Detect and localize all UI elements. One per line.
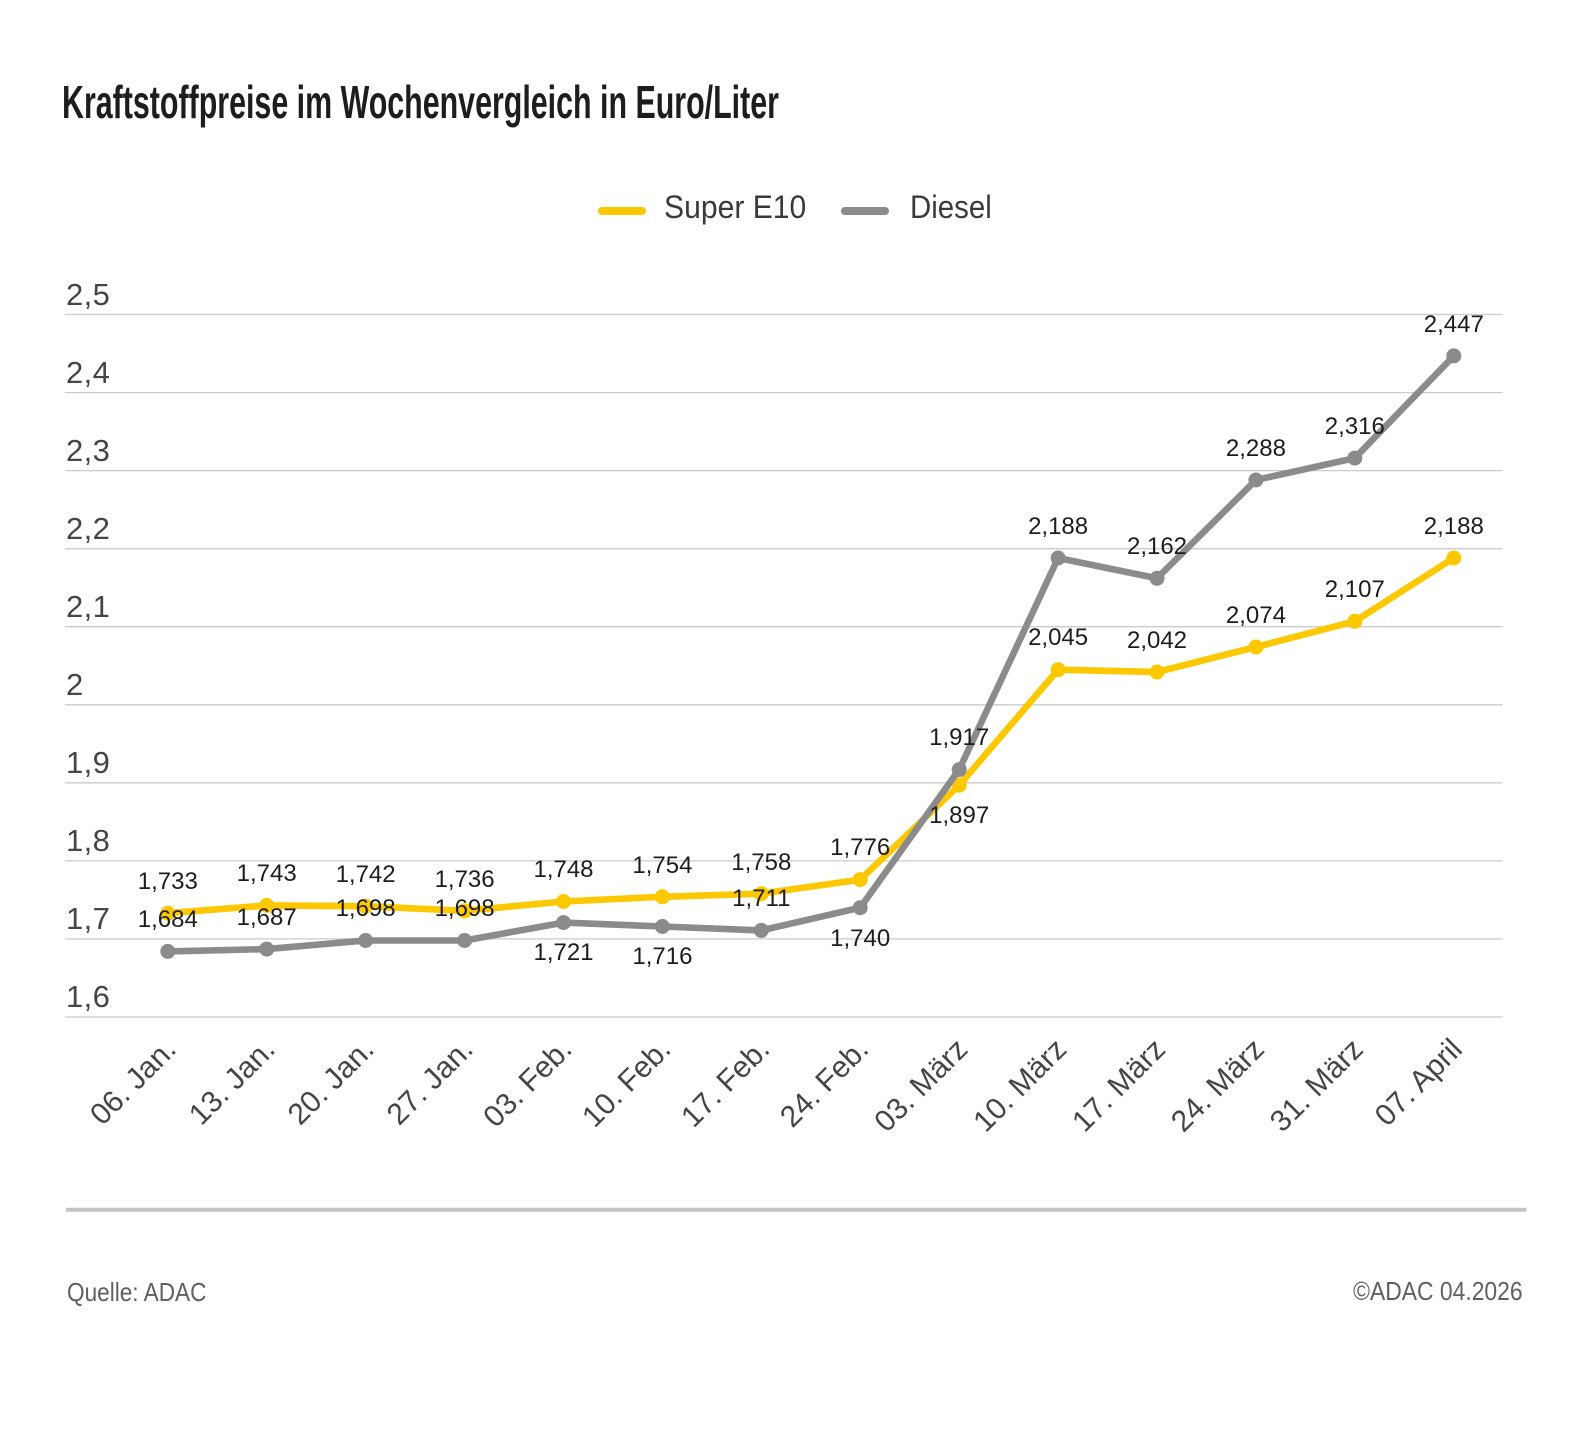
svg-text:03. Feb.: 03. Feb.: [477, 1033, 578, 1134]
svg-text:03. März: 03. März: [868, 1033, 974, 1139]
svg-text:06. Jan.: 06. Jan.: [84, 1033, 183, 1132]
svg-text:17. Feb.: 17. Feb.: [675, 1033, 776, 1134]
svg-text:24. Feb.: 24. Feb.: [774, 1033, 875, 1134]
svg-text:10. Feb.: 10. Feb.: [576, 1033, 677, 1134]
svg-text:17. März: 17. März: [1066, 1033, 1172, 1139]
svg-text:07. April: 07. April: [1369, 1033, 1469, 1133]
svg-text:13. Jan.: 13. Jan.: [183, 1033, 282, 1132]
svg-text:20. Jan.: 20. Jan.: [282, 1033, 381, 1132]
svg-text:27. Jan.: 27. Jan.: [381, 1033, 480, 1132]
svg-text:24. März: 24. März: [1165, 1033, 1271, 1139]
svg-text:31. März: 31. März: [1264, 1033, 1370, 1139]
svg-text:10. März: 10. März: [967, 1033, 1073, 1139]
